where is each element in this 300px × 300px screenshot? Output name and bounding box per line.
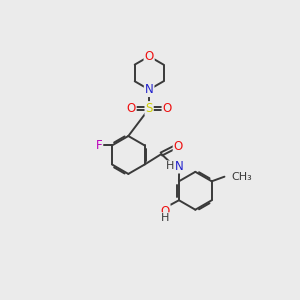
Text: N: N (145, 83, 154, 96)
Text: O: O (127, 102, 136, 115)
Text: F: F (96, 139, 102, 152)
Text: O: O (145, 50, 154, 63)
Text: N: N (175, 160, 184, 172)
Text: S: S (146, 102, 153, 115)
Text: CH₃: CH₃ (232, 172, 253, 182)
Text: O: O (160, 205, 170, 218)
Text: O: O (174, 140, 183, 153)
Text: O: O (163, 102, 172, 115)
Text: H: H (166, 161, 174, 171)
Text: H: H (161, 213, 169, 223)
